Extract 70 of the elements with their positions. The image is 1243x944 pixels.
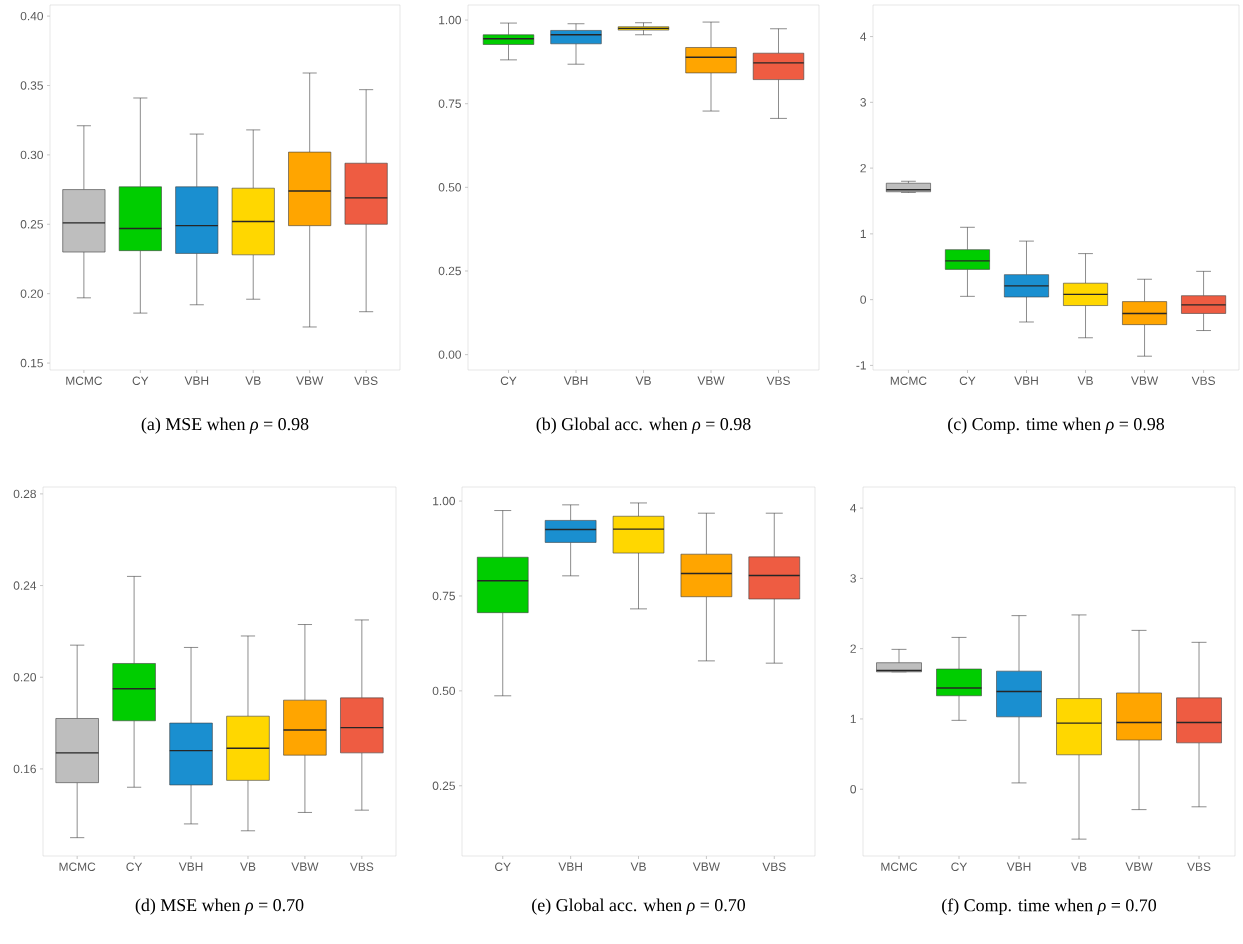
y-tick-label: 0.00 [438,350,462,359]
x-tick-label: VBH [1014,376,1038,385]
y-tick-label: 0.75 [438,99,461,108]
x-tick-label: VB [635,376,651,385]
text: (e) Global acc. when ρ = 0.70 [532,898,746,915]
text: (f) Comp. time when ρ = 0.70 [942,898,1157,915]
y-tick-label: 0.30 [20,150,44,160]
x-tick-label: VBW [1130,376,1159,385]
x-tick-label: VBS [766,376,790,385]
y-tick-label: 0.24 [13,581,37,590]
x-tick-label: VB [630,862,646,871]
text: (c) Comp. time when ρ = 0.98 [948,417,1165,434]
x-tick-label: MCMC [59,862,96,871]
y-tick-label: 0.16 [13,764,36,774]
y-tick-label: 0.40 [20,11,44,21]
x-tick-label: VBW [291,862,319,871]
x-tick-label: VBH [178,862,203,871]
y-tick-label: 2 [860,163,866,173]
y-tick-label: 0.25 [432,781,455,790]
x-tick-label: VBH [184,376,209,385]
x-tick-label: CY [951,862,968,871]
x-tick-label: VBH [563,376,588,385]
y-tick-label: 1 [850,714,856,724]
y-tick-label: 0.28 [13,489,36,499]
x-tick-label: VBH [558,862,582,871]
x-tick-label: VBW [1125,862,1153,871]
y-tick-label: 0.15 [20,358,43,368]
x-tick-label: VB [1071,862,1087,871]
y-tick-label: 0 [860,295,867,304]
y-tick-label: 0.20 [20,289,44,298]
y-tick-label: 0.25 [438,266,461,276]
x-tick-label: VBW [296,376,324,385]
x-tick-label: VBW [692,862,720,871]
x-tick-label: VBS [354,376,378,385]
x-tick-label: CY [500,376,517,385]
y-tick-label: 0.35 [20,81,43,90]
y-tick-label: 0.75 [432,591,455,601]
y-tick-label: 3 [860,98,866,107]
y-tick-label: 0.50 [432,686,456,696]
text: (a) MSE when ρ = 0.98 [141,417,309,434]
y-tick-label: 3 [850,574,856,583]
y-tick-label: 0 [850,785,857,794]
x-tick-label: VB [245,376,261,385]
y-tick-label: 0.50 [438,183,462,192]
x-tick-label: MCMC [66,376,103,385]
y-tick-label: 0.25 [20,220,43,229]
x-tick-label: VBS [349,862,374,871]
text: (d) MSE when ρ = 0.70 [135,898,304,915]
y-tick-label: 1 [860,229,866,238]
y-tick-label: 4 [860,32,867,41]
x-tick-label: VBH [1006,862,1031,871]
y-tick-label: -1 [856,361,866,370]
x-tick-label: MCMC [890,376,927,385]
x-tick-label: VBS [762,862,786,871]
y-tick-label: 2 [850,644,856,653]
x-tick-label: VBW [697,376,725,385]
y-tick-label: 1.00 [439,15,462,25]
y-tick-label: 4 [850,503,857,513]
x-tick-label: VBS [1191,376,1215,385]
y-tick-label: 1.00 [433,496,456,506]
x-tick-label: MCMC [881,862,918,871]
x-tick-label: CY [132,376,149,385]
text: (b) Global acc. when ρ = 0.98 [536,417,751,434]
x-tick-label: CY [495,862,511,871]
x-tick-label: CY [959,376,976,385]
y-tick-label: 0.20 [13,673,37,682]
x-tick-label: VBS [1187,862,1211,871]
x-tick-label: CY [126,862,143,871]
x-tick-label: VB [240,862,256,871]
x-tick-label: VB [1077,376,1093,385]
